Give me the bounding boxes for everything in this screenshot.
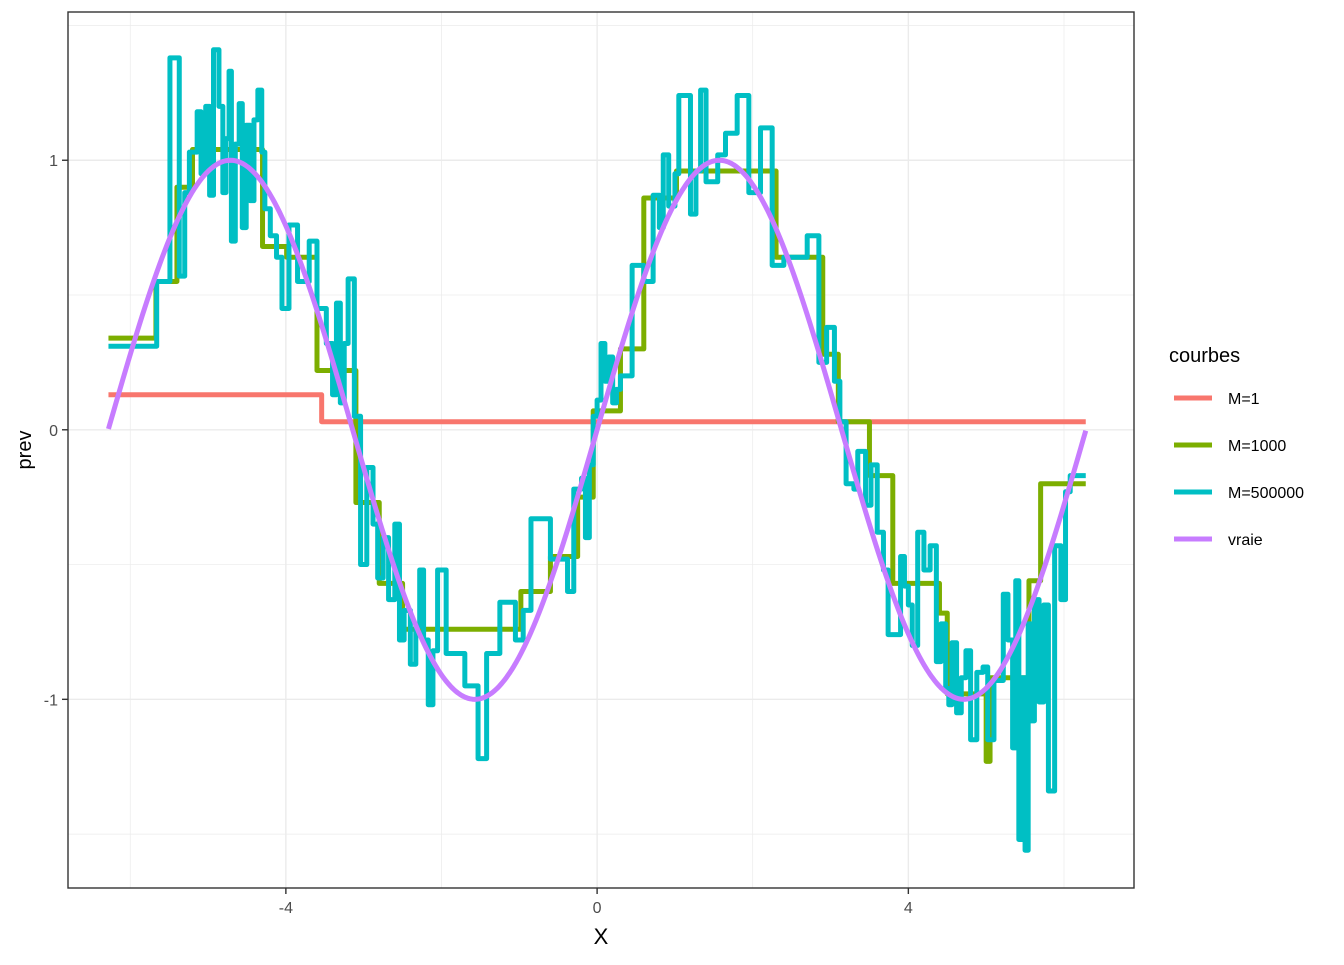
series-layer xyxy=(106,47,1089,853)
x-tick-label: -4 xyxy=(279,900,293,917)
x-tick-label: 4 xyxy=(904,900,913,917)
legend-label: M=1 xyxy=(1228,391,1260,408)
legend-label: M=500000 xyxy=(1228,485,1304,502)
y-tick-label: -1 xyxy=(44,692,58,709)
y-axis-label: prev xyxy=(14,431,36,470)
grid-layer xyxy=(68,12,1134,888)
legend-items: M=1 M=1000 M=500000 vraie xyxy=(1174,391,1304,549)
y-tick-label: 1 xyxy=(49,153,58,170)
x-tick-label: 0 xyxy=(593,900,602,917)
legend-title: courbes xyxy=(1169,345,1240,367)
legend: courbes M=1 M=1000 M=500000 vraie xyxy=(1169,345,1304,549)
y-tick-label: 0 xyxy=(49,423,58,440)
plot-panel-border xyxy=(67,11,1135,889)
legend-label: M=1000 xyxy=(1228,438,1286,455)
series-line-vraie xyxy=(106,157,1089,702)
axis-layer: -4 0 4 -1 0 1 xyxy=(44,153,913,917)
x-axis-label: X xyxy=(594,924,609,949)
series-line-m-1 xyxy=(108,392,1086,425)
legend-label: vraie xyxy=(1228,532,1263,549)
